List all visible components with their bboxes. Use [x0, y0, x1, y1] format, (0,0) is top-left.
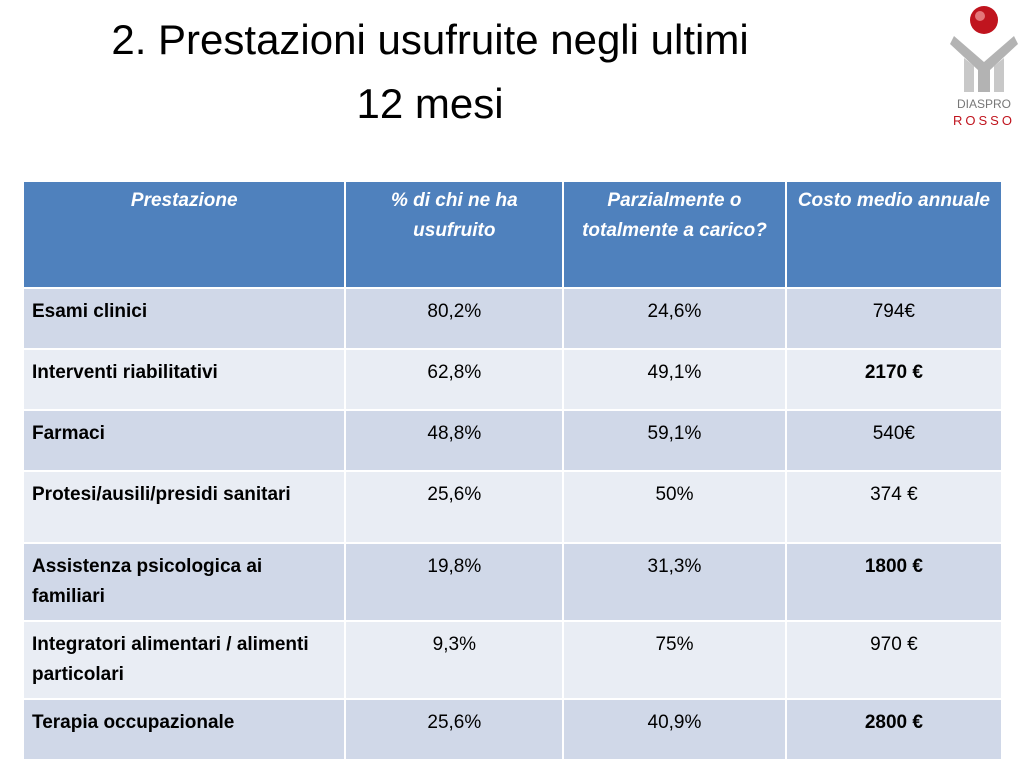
table-cell: 50%	[562, 470, 787, 544]
table-cell: 48,8%	[344, 409, 565, 472]
table-cell: 794€	[784, 287, 1004, 350]
table-row: Integratori alimentari / alimenti partic…	[21, 620, 1004, 700]
table-cell: 24,6%	[562, 287, 787, 350]
table-cell: 19,8%	[344, 542, 565, 622]
table-cell: Esami clinici	[21, 287, 347, 350]
table-row: Interventi riabilitativi 62,8% 49,1% 2170 €	[21, 348, 1004, 411]
table-cell: 40,9%	[562, 698, 787, 761]
title-line: 12 mesi	[356, 80, 504, 127]
table-row: Assistenza psicologica ai familiari 19,8%…	[21, 542, 1004, 622]
logo: DIASPRO ROSSO	[950, 6, 1018, 128]
table-cell: Assistenza psicologica ai familiari	[21, 542, 347, 622]
table-row: Protesi/ausili/presidi sanitari 25,6% 50% 3…	[21, 470, 1004, 544]
header-row: Prestazione% di chi ne ha usufruito Parzi…	[21, 180, 1004, 289]
slide-title: 2. Prestazioni usufruite negli ultimi 12…	[20, 8, 840, 136]
table-cell: 75%	[562, 620, 787, 700]
table-cell: 540€	[784, 409, 1004, 472]
logo-figure	[950, 36, 1018, 92]
table-cell: 2170 €	[784, 348, 1004, 411]
table-cell: 49,1%	[562, 348, 787, 411]
table-cell: 25,6%	[344, 470, 565, 544]
column-header: Costo medio annuale	[784, 180, 1004, 289]
table-cell: 970 €	[784, 620, 1004, 700]
table-cell: 25,6%	[344, 698, 565, 761]
logo-highlight	[975, 11, 985, 21]
table-cell: Interventi riabilitativi	[21, 348, 347, 411]
table-row: Terapia occupazionale 25,6% 40,9% 2800 €	[21, 698, 1004, 761]
table-row: Esami clinici 80,2% 24,6% 794€	[21, 287, 1004, 350]
table-cell: 9,3%	[344, 620, 565, 700]
table-cell: Terapia occupazionale	[21, 698, 347, 761]
table: Prestazione% di chi ne ha usufruito Parzi…	[21, 180, 1004, 761]
table-cell: Integratori alimentari / alimenti partic…	[21, 620, 347, 700]
logo-text: DIASPRO	[957, 97, 1011, 111]
logo-figure	[964, 58, 1004, 92]
table-cell: Protesi/ausili/presidi sanitari	[21, 470, 347, 544]
column-header: Parzialmente o totalmente a carico?	[562, 180, 787, 289]
table-row: Farmaci 48,8% 59,1% 540€	[21, 409, 1004, 472]
column-header: % di chi ne ha usufruito	[344, 180, 565, 289]
table-cell: 59,1%	[562, 409, 787, 472]
table-cell: Farmaci	[21, 409, 347, 472]
table-cell: 31,3%	[562, 542, 787, 622]
column-header: Prestazione	[21, 180, 347, 289]
table-cell: 1800 €	[784, 542, 1004, 622]
table-cell: 374 €	[784, 470, 1004, 544]
title-line: 2. Prestazioni usufruite negli ultimi	[111, 16, 749, 63]
logo-text: ROSSO	[953, 113, 1015, 128]
table-cell: 2800 €	[784, 698, 1004, 761]
table-cell: 80,2%	[344, 287, 565, 350]
logo-ball	[970, 6, 998, 34]
table-cell: 62,8%	[344, 348, 565, 411]
